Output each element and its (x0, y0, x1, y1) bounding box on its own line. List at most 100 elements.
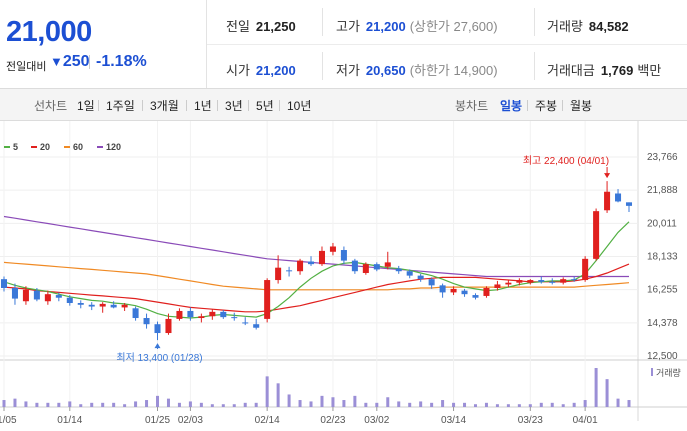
x-tick-label: 03/02 (364, 415, 389, 426)
candle-body (407, 271, 413, 275)
candle-body (297, 261, 303, 272)
candle-body (330, 246, 336, 251)
volume-bar (386, 397, 389, 407)
candle-body (122, 305, 128, 308)
volume-bar (266, 376, 269, 407)
divider (322, 8, 323, 36)
candle-body (571, 279, 577, 280)
current-price: 21,000 (6, 16, 92, 49)
change-value: ▼250 (50, 53, 90, 71)
stat-low: 저가 20,650 (하한가 14,900) (336, 60, 498, 79)
stat-high: 고가 21,200 (상한가 27,600) (336, 16, 498, 35)
down-arrow-icon: ▼ (50, 54, 63, 69)
x-tick-label: 02/23 (320, 415, 345, 426)
candle-body (209, 312, 215, 316)
candle-body (527, 280, 533, 283)
y-tick-label: 16,255 (647, 285, 678, 296)
volume-bar (211, 404, 214, 407)
volume-bar (68, 401, 71, 407)
candle-body (604, 192, 610, 211)
tab-5years[interactable]: 5년 (256, 97, 274, 114)
volume-bar (375, 403, 378, 407)
candle-body (516, 280, 522, 283)
volume-bar (628, 400, 631, 407)
volume-bar (233, 404, 236, 407)
y-tick-label: 20,011 (647, 218, 677, 229)
y-tick-label: 14,378 (647, 318, 678, 329)
y-tick-label: 21,888 (647, 185, 678, 196)
volume-bar (441, 400, 444, 407)
legend-label: 120 (106, 142, 121, 152)
high-annotation-arrowhead (604, 173, 610, 178)
stat-open: 시가 21,200 (226, 60, 296, 79)
candle-body (418, 276, 424, 280)
candle-body (45, 294, 51, 301)
tab-3months[interactable]: 3개월 (150, 97, 179, 114)
tab-divider (98, 100, 99, 111)
tab-3years[interactable]: 3년 (225, 97, 243, 114)
candle-body (187, 311, 193, 317)
candle-body (582, 259, 588, 280)
candle-body (396, 269, 402, 272)
candle-body (352, 261, 358, 272)
tab-1year[interactable]: 1년 (194, 97, 212, 114)
volume-bar (606, 379, 609, 407)
candle-body (462, 291, 468, 295)
candle-chart-header[interactable]: 봉차트 (455, 97, 488, 114)
volume-bar (342, 400, 345, 407)
volume-bar (24, 401, 27, 407)
candle-body (165, 319, 171, 333)
high-annotation-label: 최고 22,400 (04/01) (523, 155, 609, 167)
volume-bar (90, 403, 93, 407)
volume-bar (617, 399, 620, 407)
candle-body (505, 283, 511, 285)
tab-divider (562, 100, 563, 111)
candle-body (220, 312, 226, 317)
volume-bar (299, 400, 302, 407)
divider (534, 52, 535, 80)
tab-10years[interactable]: 10년 (287, 97, 311, 114)
volume-bar (562, 404, 565, 407)
volume-legend-swatch (651, 368, 653, 376)
volume-bar (255, 403, 258, 407)
candle-body (198, 316, 204, 318)
volume-bar (288, 394, 291, 407)
volume-bar (584, 400, 587, 407)
tab-divider (527, 100, 528, 111)
volume-legend-label: 거래량 (656, 367, 681, 378)
volume-bar (3, 400, 6, 407)
volume-bar (178, 403, 181, 407)
candle-body (144, 318, 150, 324)
candle-body (593, 211, 599, 259)
candle-body (89, 305, 95, 307)
change-divider (89, 55, 90, 69)
y-tick-label: 18,133 (647, 252, 678, 263)
candle-body (341, 250, 347, 261)
quote-panel: 21,000 전일대비 ▼250 -1.18% 전일 21,250 고가 21,20… (0, 0, 687, 89)
tab-divider (279, 100, 280, 111)
candle-body (34, 291, 40, 300)
candle-body (275, 268, 281, 280)
candle-body (374, 264, 380, 269)
volume-bar (331, 397, 334, 407)
tab-daily-candle[interactable]: 일봉 (500, 97, 522, 114)
volume-bar (167, 399, 170, 407)
tab-1week[interactable]: 1주일 (106, 97, 135, 114)
volume-bar (430, 403, 433, 407)
candle-body (154, 324, 160, 333)
candle-body (472, 295, 478, 298)
candle-body (494, 284, 500, 288)
candle-body (231, 317, 237, 318)
ma20-line (4, 264, 629, 312)
volume-bar (46, 403, 49, 407)
line-chart-header[interactable]: 선차트 (34, 97, 67, 114)
low-annotation-label: 최저 13,400 (01/28) (116, 352, 202, 364)
tab-weekly-candle[interactable]: 주봉 (535, 97, 557, 114)
tab-1day[interactable]: 1일 (77, 97, 95, 114)
volume-bar (529, 404, 532, 407)
y-tick-label: 12,500 (647, 351, 678, 362)
stat-trade-amount: 거래대금 1,769 백만 (547, 60, 667, 79)
divider (534, 8, 535, 36)
tab-monthly-candle[interactable]: 월봉 (570, 97, 592, 114)
volume-bar (397, 401, 400, 407)
